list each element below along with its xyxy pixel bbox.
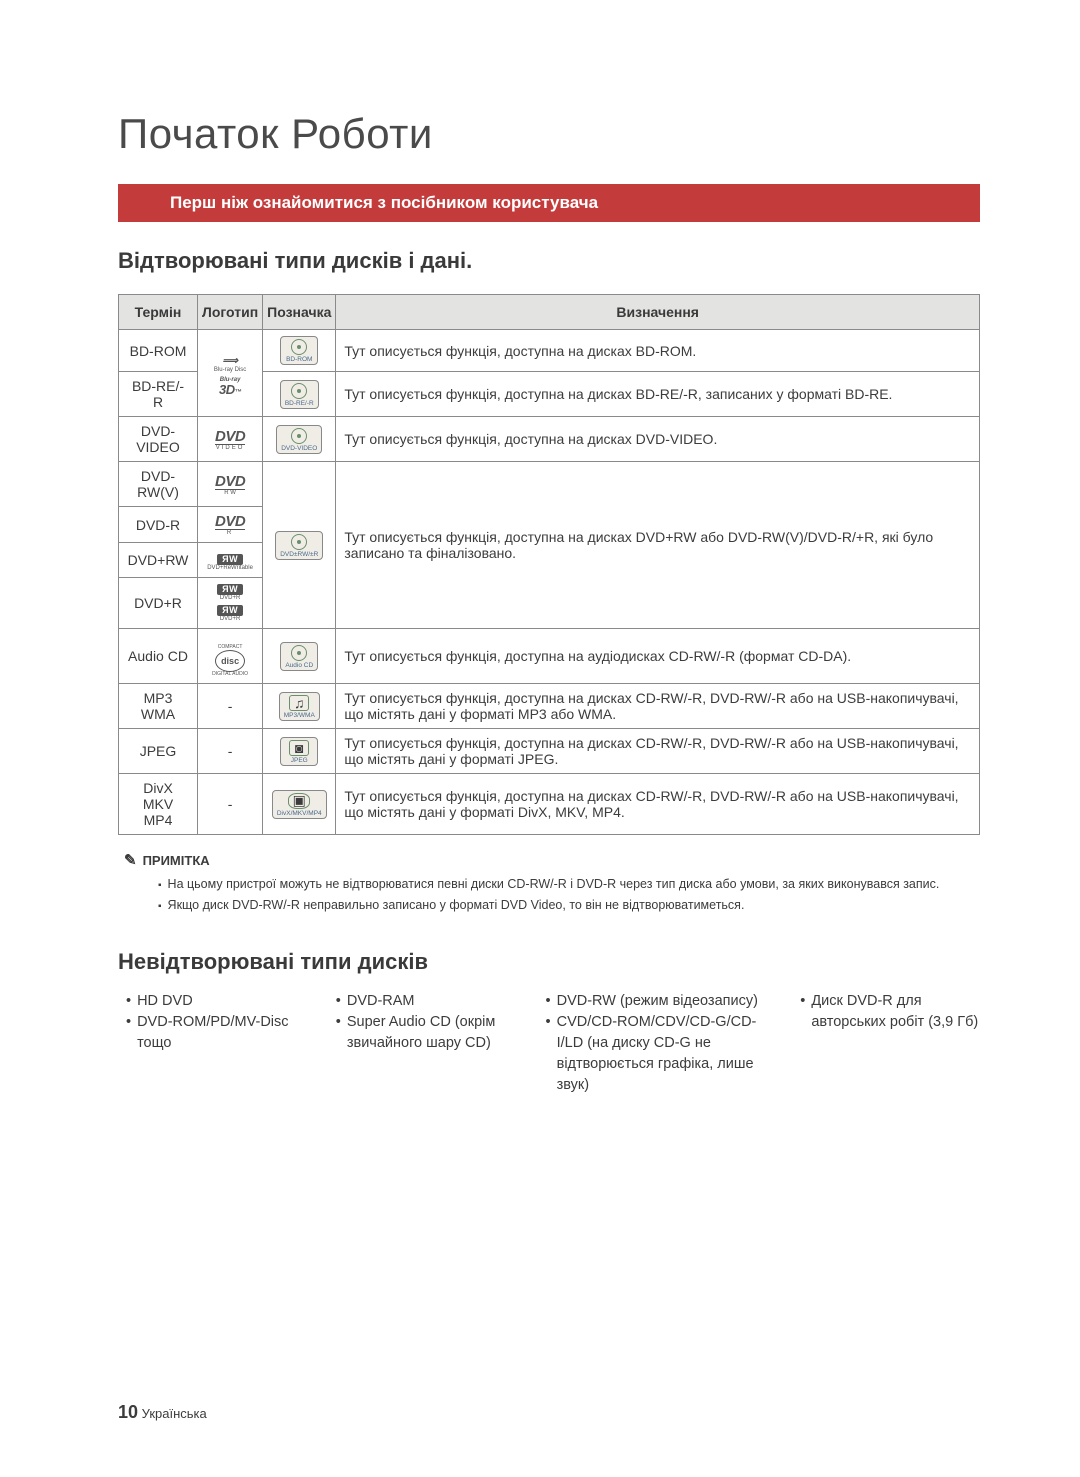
table-row: Audio CD COMPACTdiscDIGITAL AUDIO Audio … (119, 629, 980, 684)
cell-logo: COMPACTdiscDIGITAL AUDIO (198, 629, 263, 684)
cell-def: Тут описується функція, доступна на диск… (336, 417, 980, 462)
unsupported-item: DVD-RW (режим відеозапису) (557, 991, 758, 1012)
cell-def: Тут описується функція, доступна на ауді… (336, 629, 980, 684)
page-language: Українська (142, 1406, 207, 1421)
cell-def: Тут описується функція, доступна на диск… (336, 774, 980, 835)
section-heading-unsupported: Невідтворювані типи дисків (118, 949, 980, 975)
cell-def: Тут описується функція, доступна на диск… (336, 729, 980, 774)
th-def: Визначення (336, 295, 980, 330)
dvd-plus-rw-icon: ЯWDVD+ReWritable (207, 554, 253, 571)
th-term: Термін (119, 295, 198, 330)
cell-term: DivX MKV MP4 (119, 774, 198, 835)
page-footer: 10 Українська (118, 1402, 207, 1423)
cell-term: MP3 WMA (119, 684, 198, 729)
table-row: MP3 WMA - ♫MP3/WMA Тут описується функці… (119, 684, 980, 729)
mark-icon: ♫MP3/WMA (279, 692, 320, 721)
unsupported-item: Диск DVD-R для авторських робіт (3,9 Гб) (811, 991, 980, 1033)
page-title: Початок Роботи (118, 110, 980, 158)
table-row: DVD-RW(V) DVDR W DVD±RW/±R Тут описуєтьс… (119, 462, 980, 507)
cell-mark: ♫MP3/WMA (263, 684, 336, 729)
unsupported-item: Super Audio CD (окрім звичайного шару CD… (347, 1012, 516, 1054)
cell-term: DVD+RW (119, 543, 198, 578)
mark-icon: DVD-VIDEO (276, 425, 322, 454)
banner-heading: Перш ніж ознайомитися з посібником корис… (118, 184, 980, 222)
cell-logo: ЯWDVD+ReWritable (198, 543, 263, 578)
cell-logo: DVDVIDEO (198, 417, 263, 462)
page-number: 10 (118, 1402, 138, 1422)
mark-icon: BD-ROM (280, 336, 318, 365)
cell-logo: DVDR W (198, 462, 263, 507)
table-row: BD-ROM ⟹Blu-ray Disc Blu-ray 3D™ BD-ROM … (119, 330, 980, 372)
th-logo: Логотип (198, 295, 263, 330)
compact-disc-icon: COMPACTdiscDIGITAL AUDIO (212, 645, 248, 677)
unsupported-item: HD DVD (137, 991, 193, 1012)
note-label: ПРИМІТКА (143, 853, 210, 868)
cell-mark: ▣DivX/MKV/MP4 (263, 774, 336, 835)
note-item: На цьому пристрої можуть не відтворювати… (158, 875, 980, 894)
note-item: Якщо диск DVD-RW/-R неправильно записано… (158, 896, 980, 915)
cell-mark: Audio CD (263, 629, 336, 684)
dvd-plus-r-icon: ЯWDVD+R ЯWDVD+R (206, 584, 254, 622)
cell-logo: - (198, 774, 263, 835)
dvd-r-icon: DVDR (215, 514, 245, 536)
mark-icon: ▣DivX/MKV/MP4 (272, 790, 327, 819)
bluray-disc-icon: ⟹Blu-ray Disc Blu-ray 3D™ (214, 356, 246, 396)
mark-icon: DVD±RW/±R (275, 531, 323, 560)
cell-def: Тут описується функція, доступна на диск… (336, 462, 980, 629)
mark-icon: BD-RE/-R (280, 380, 319, 409)
table-row: DivX MKV MP4 - ▣DivX/MKV/MP4 Тут описуєт… (119, 774, 980, 835)
disc-types-table: Термін Логотип Позначка Визначення BD-RO… (118, 294, 980, 835)
cell-term: DVD+R (119, 578, 198, 629)
section-heading-supported: Відтворювані типи дисків і дані. (118, 248, 980, 274)
cell-logo: ЯWDVD+R ЯWDVD+R (198, 578, 263, 629)
cell-term: DVD-R (119, 507, 198, 543)
th-mark: Позначка (263, 295, 336, 330)
cell-term: BD-ROM (119, 330, 198, 372)
cell-term: DVD-VIDEO (119, 417, 198, 462)
cell-mark: ◙JPEG (263, 729, 336, 774)
cell-mark: DVD±RW/±R (263, 462, 336, 629)
note-icon: ✎ (124, 851, 137, 869)
unsupported-list: •HD DVD •DVD-ROM/PD/MV-Disc тощо •DVD-RA… (118, 991, 980, 1096)
mark-icon: ◙JPEG (280, 737, 318, 766)
mark-icon: Audio CD (280, 642, 318, 671)
cell-mark: BD-ROM (263, 330, 336, 372)
cell-mark: DVD-VIDEO (263, 417, 336, 462)
dvd-rw-icon: DVDR W (215, 474, 245, 496)
cell-term: DVD-RW(V) (119, 462, 198, 507)
cell-logo: ⟹Blu-ray Disc Blu-ray 3D™ (198, 330, 263, 417)
unsupported-item: DVD-ROM/PD/MV-Disc тощо (137, 1012, 306, 1054)
unsupported-item: CVD/CD-ROM/CDV/CD-G/CD-I/LD (на диску CD… (557, 1012, 771, 1096)
cell-logo: DVDR (198, 507, 263, 543)
unsupported-item: DVD-RAM (347, 991, 415, 1012)
dvd-video-icon: DVDVIDEO (215, 429, 245, 451)
table-row: JPEG - ◙JPEG Тут описується функція, дос… (119, 729, 980, 774)
cell-def: Тут описується функція, доступна на диск… (336, 330, 980, 372)
cell-term: JPEG (119, 729, 198, 774)
table-row: DVD-VIDEO DVDVIDEO DVD-VIDEO Тут описуєт… (119, 417, 980, 462)
table-header-row: Термін Логотип Позначка Визначення (119, 295, 980, 330)
cell-logo: - (198, 684, 263, 729)
cell-term: BD-RE/-R (119, 372, 198, 417)
cell-term: Audio CD (119, 629, 198, 684)
cell-logo: - (198, 729, 263, 774)
cell-def: Тут описується функція, доступна на диск… (336, 684, 980, 729)
cell-def: Тут описується функція, доступна на диск… (336, 372, 980, 417)
cell-mark: BD-RE/-R (263, 372, 336, 417)
note-block: ✎ ПРИМІТКА На цьому пристрої можуть не в… (118, 851, 980, 915)
